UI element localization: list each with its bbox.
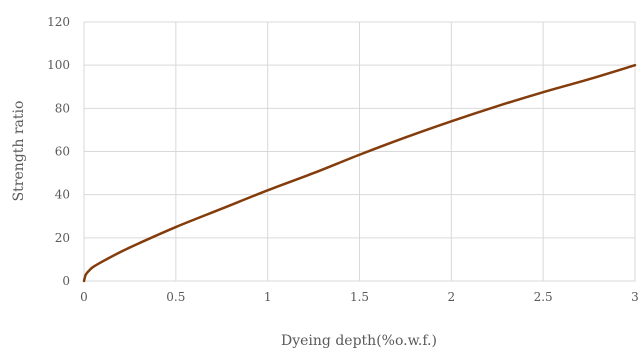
y-tick-label: 120 <box>47 15 70 29</box>
x-tick-label: 2.5 <box>534 290 553 304</box>
chart-grid <box>83 21 636 282</box>
chart-series <box>82 63 637 283</box>
y-tick-label: 100 <box>47 58 70 72</box>
series-line <box>82 63 637 283</box>
y-axis-label: Strength ratio <box>11 101 27 202</box>
y-axis-ticks: 0 20 40 60 80 100 120 <box>47 15 70 288</box>
y-tick-label: 20 <box>55 231 70 245</box>
x-tick-label: 3 <box>631 290 639 304</box>
y-tick-label: 0 <box>62 274 70 288</box>
x-tick-label: 0.5 <box>166 290 185 304</box>
x-axis-label: Dyeing depth(%o.w.f.) <box>281 333 437 349</box>
y-tick-label: 40 <box>55 188 70 202</box>
x-tick-label: 2 <box>448 290 456 304</box>
y-tick-label: 60 <box>55 145 70 159</box>
x-tick-label: 1.5 <box>350 290 369 304</box>
x-axis-ticks: 0 0.5 1 1.5 2 2.5 3 <box>80 290 639 304</box>
y-tick-label: 80 <box>55 101 70 115</box>
x-tick-label: 0 <box>80 290 88 304</box>
x-tick-label: 1 <box>264 290 272 304</box>
